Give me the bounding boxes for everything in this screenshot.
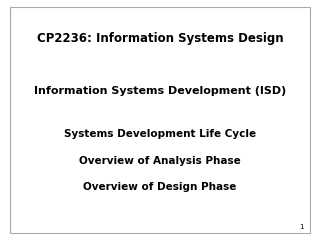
Text: CP2236: Information Systems Design: CP2236: Information Systems Design bbox=[37, 32, 283, 45]
Text: Information Systems Development (ISD): Information Systems Development (ISD) bbox=[34, 86, 286, 96]
Text: Overview of Analysis Phase: Overview of Analysis Phase bbox=[79, 156, 241, 166]
Text: Systems Development Life Cycle: Systems Development Life Cycle bbox=[64, 129, 256, 139]
Text: 1: 1 bbox=[300, 224, 304, 230]
Text: Overview of Design Phase: Overview of Design Phase bbox=[83, 182, 237, 192]
